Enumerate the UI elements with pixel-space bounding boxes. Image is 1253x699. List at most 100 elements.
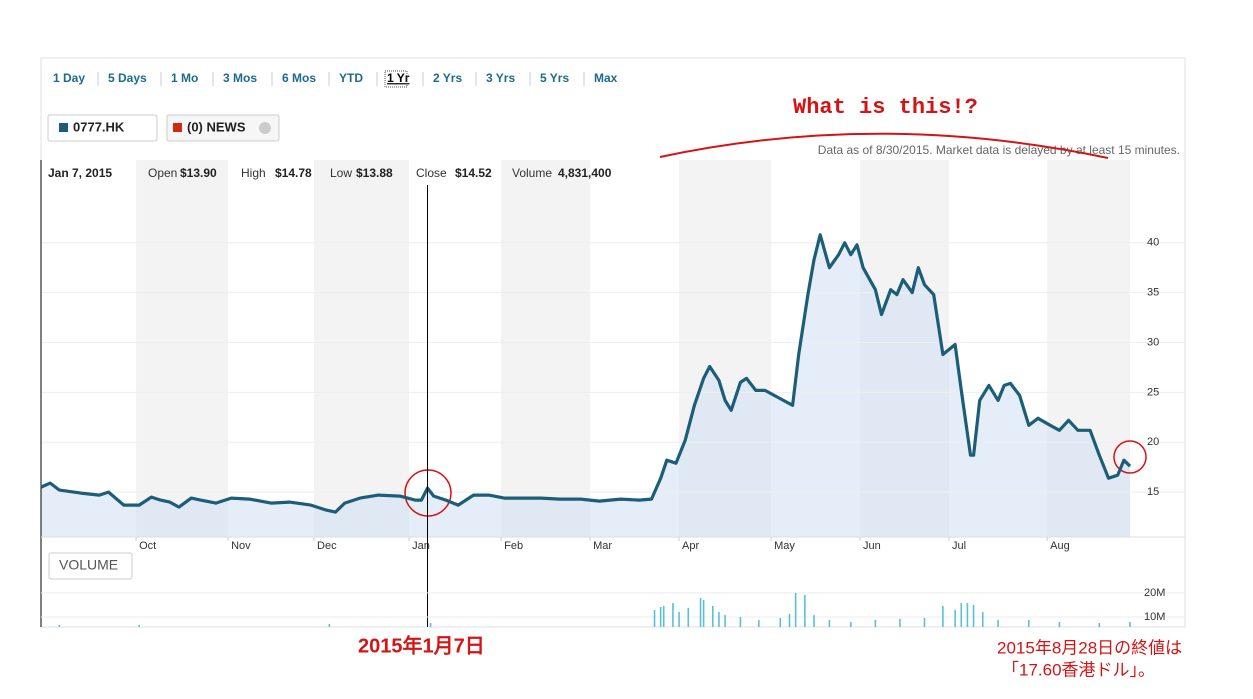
range-button[interactable]: 1 Day — [53, 71, 85, 85]
volume-bar — [960, 603, 963, 627]
close-icon[interactable] — [259, 122, 271, 134]
news-label: (0) NEWS — [187, 119, 246, 134]
volume-bars — [58, 592, 1131, 627]
range-button[interactable]: 3 Mos — [223, 71, 257, 85]
volume-bar — [138, 624, 140, 627]
range-button[interactable]: 5 Yrs — [540, 71, 569, 85]
volume-bar — [966, 603, 969, 627]
x-tick-label: Apr — [682, 540, 699, 552]
news-chip[interactable] — [166, 114, 280, 142]
range-button[interactable]: Max — [594, 71, 618, 85]
month-band — [136, 160, 229, 537]
range-button[interactable]: 1 Yr — [387, 71, 410, 85]
volume-bar — [724, 615, 726, 627]
volume-bar — [662, 605, 665, 627]
volume-bar — [813, 615, 815, 627]
volume-bar — [429, 622, 432, 627]
y-tick-label: 35 — [1147, 287, 1159, 299]
volume-bar — [874, 619, 877, 627]
range-button[interactable]: 3 Yrs — [486, 71, 515, 85]
hover-label: Close — [416, 166, 447, 180]
volume-bar — [779, 617, 782, 627]
volume-bar — [899, 618, 901, 627]
x-tick-label: Jan — [412, 540, 430, 552]
volume-bar — [997, 619, 999, 627]
month-band — [501, 160, 591, 537]
hover-label: Volume — [512, 166, 552, 180]
range-selected — [384, 70, 408, 88]
x-tick-label: Jun — [863, 540, 881, 552]
range-button[interactable]: YTD — [339, 71, 363, 85]
x-tick-label: Feb — [504, 540, 523, 552]
y-tick-label: 40 — [1147, 237, 1159, 249]
range-button[interactable]: 2 Yrs — [433, 71, 462, 85]
volume-bar — [972, 604, 975, 627]
y-tick-label: 15 — [1147, 486, 1159, 498]
volume-button[interactable] — [48, 552, 133, 580]
range-button[interactable]: 1 Mo — [171, 71, 198, 85]
x-tick-label: Jul — [952, 540, 966, 552]
x-tick-label: Mar — [593, 540, 612, 552]
x-tick-label: Oct — [139, 540, 156, 552]
volume-bar — [788, 613, 791, 627]
hover-value: $13.88 — [356, 166, 393, 180]
annotation: 「17.60香港ドル」。 — [1002, 660, 1155, 679]
hover-date: Jan 7, 2015 — [48, 166, 112, 180]
toolbar: 1 Day 5 Days 1 Mo 3 Mos 6 Mos YTD 1 Yr 2 Yrs 3 Y… — [53, 70, 618, 88]
y-tick-label: 20M — [1144, 587, 1165, 599]
volume-bar — [828, 619, 831, 627]
hover-value: $13.90 — [180, 166, 217, 180]
range-button[interactable]: 5 Days — [108, 71, 147, 85]
ticker-icon — [59, 123, 68, 132]
y-tick-label: 10M — [1144, 611, 1165, 623]
volume-bar — [672, 603, 674, 627]
volume-bar — [981, 611, 984, 627]
y-tick-label: 20 — [1147, 436, 1159, 448]
notice: Data as of 8/30/2015. Market data is del… — [818, 143, 1180, 157]
y-tick-label: 30 — [1147, 336, 1159, 348]
area — [41, 234, 1130, 538]
volume-bar — [804, 594, 806, 627]
y-tick-label: 25 — [1147, 386, 1159, 398]
hover-value: $14.52 — [455, 166, 492, 180]
hover-label: Low — [330, 166, 352, 180]
x-tick-label: Dec — [317, 540, 337, 552]
volume-bar — [678, 611, 680, 627]
range-button[interactable]: 6 Mos — [282, 71, 316, 85]
annotation-circle — [1113, 440, 1147, 474]
volume-bar — [1058, 622, 1061, 627]
volume-button-label: VOLUME — [59, 557, 118, 573]
volume-bar — [1098, 622, 1101, 627]
x-tick-label: May — [774, 540, 795, 552]
annotation: 2015年1月7日 — [358, 633, 485, 657]
annotation-curve — [659, 132, 1109, 159]
volume-bar — [699, 597, 702, 627]
annotation: What is this!? — [793, 95, 978, 120]
ticker-label: 0777.HK — [73, 119, 125, 134]
x-tick-label: Aug — [1050, 540, 1070, 552]
news-icon — [173, 123, 182, 132]
x-tick-label: Nov — [231, 540, 251, 552]
volume-bar — [923, 617, 926, 627]
volume-bar — [1027, 619, 1030, 627]
price-line — [40, 233, 1132, 514]
ticker-chip[interactable] — [47, 114, 158, 142]
hover-label: High — [241, 166, 266, 180]
volume-bar — [653, 609, 656, 627]
volume-bar — [687, 607, 690, 627]
volume-bar — [758, 619, 760, 627]
hover-value: $14.78 — [275, 166, 312, 180]
hover-value: 4,831,400 — [558, 166, 612, 180]
volume-bar — [58, 624, 61, 627]
annotation: 2015年8月28日の終値は — [997, 638, 1182, 657]
volume-bar — [739, 616, 742, 627]
volume-bar — [702, 599, 705, 627]
month-band — [314, 160, 410, 537]
volume-bar — [850, 622, 852, 627]
month-bands — [136, 160, 1130, 537]
volume-bar — [328, 623, 331, 627]
volume-bar — [942, 605, 944, 627]
hover-label: Open — [148, 166, 177, 180]
